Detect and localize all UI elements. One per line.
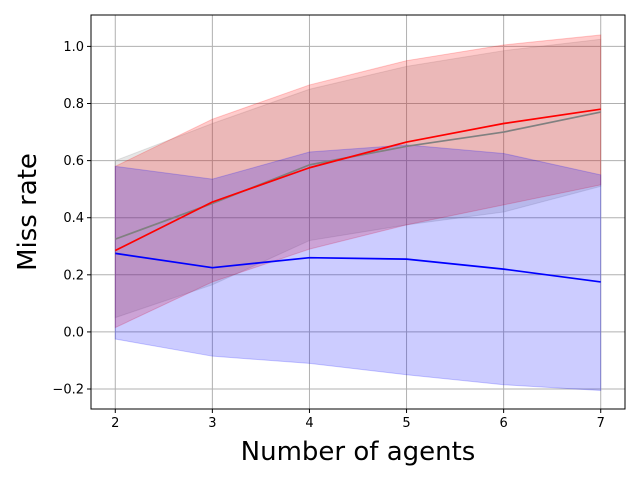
x-axis-ticks: 2 3 4 5 6 7 — [111, 409, 605, 431]
x-tick-label: 4 — [305, 416, 313, 431]
confidence-band-0 — [114, 38, 602, 319]
plot-frame — [90, 14, 626, 410]
series-line-1 — [114, 108, 601, 252]
grid-lines — [91, 15, 625, 409]
y-tick-label: −0.2 — [52, 383, 84, 398]
series-line-2 — [115, 252, 601, 283]
y-tick-label: 0.0 — [63, 325, 84, 340]
x-tick-label: 6 — [499, 416, 507, 431]
y-tick-label: 0.2 — [63, 268, 84, 283]
x-tick-label: 5 — [402, 416, 410, 431]
y-axis-ticks: −0.2 0.0 0.2 0.4 0.6 0.8 1.0 — [52, 40, 91, 398]
y-tick-label: 0.4 — [63, 211, 84, 226]
x-tick-label: 2 — [111, 416, 119, 431]
y-tick-label: 0.8 — [63, 97, 84, 112]
x-axis-title: Number of agents — [241, 437, 476, 467]
confidence-band-1 — [114, 34, 602, 329]
x-tick-label: 7 — [597, 416, 605, 431]
series-lines — [114, 108, 601, 283]
confidence-band-2 — [114, 144, 602, 391]
y-tick-label: 1.0 — [63, 40, 84, 55]
plot-area-background — [91, 15, 625, 409]
x-tick-label: 3 — [208, 416, 216, 431]
y-tick-label: 0.6 — [63, 154, 84, 169]
y-axis-title: Miss rate — [13, 153, 43, 271]
confidence-bands — [114, 34, 602, 391]
